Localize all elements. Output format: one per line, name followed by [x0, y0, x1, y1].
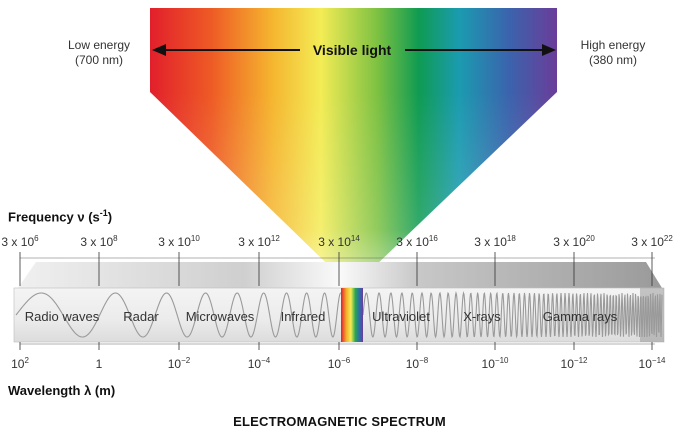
- frequency-word: Frequency: [8, 209, 74, 225]
- wavelength-tick-label: 10−4: [248, 356, 271, 371]
- wavelength-tick-label: 102: [11, 356, 29, 371]
- band-infrared: Infrared: [281, 309, 326, 324]
- frequency-tick-label: 3 x 1014: [318, 234, 360, 249]
- wavelength-tick-label: 10−10: [482, 356, 509, 371]
- frequency-close: ): [107, 209, 113, 225]
- low-energy-wavelength: (700 nm): [74, 53, 124, 67]
- wavelength-tick-label: 10−8: [406, 356, 429, 371]
- wavelength-tick-label: 10−6: [328, 356, 351, 371]
- high-energy-label: High energy (380 nm): [558, 38, 668, 68]
- frequency-ticks: 3 x 106 3 x 108 3 x 1010 3 x 1012 3 x 1014 3 …: [1, 234, 673, 286]
- band-ultraviolet: Ultraviolet: [372, 309, 430, 324]
- frequency-tick-label: 3 x 1012: [238, 234, 280, 249]
- wavelength-tick-label: 1: [96, 357, 103, 371]
- band-x-rays: X-rays: [463, 309, 501, 324]
- frequency-tick-label: 3 x 106: [1, 234, 39, 249]
- wave-layer: [15, 291, 663, 339]
- wavelength-tick-label: 10−14: [639, 356, 666, 371]
- visible-light-label: Visible light: [313, 42, 392, 58]
- funnel-fade: [150, 92, 557, 288]
- wavelength-title: Wavelength λ (m): [8, 383, 116, 398]
- wavelength-ticks: 102 1 10−2 10−4 10−6 10−8 10−10 10−12 10−14: [11, 342, 666, 371]
- wavelength-tick-label: 10−12: [561, 356, 588, 371]
- frequency-symbol: ν (s: [77, 209, 100, 225]
- band-microwaves: Microwaves: [186, 309, 255, 324]
- low-energy-label: Low energy (700 nm): [44, 38, 154, 68]
- frequency-tick-label: 3 x 1020: [553, 234, 595, 249]
- low-energy-title: Low energy: [67, 38, 131, 52]
- wave-high-frequency: [362, 291, 663, 339]
- band-radio-waves: Radio waves: [25, 309, 100, 324]
- high-energy-wavelength: (380 nm): [588, 53, 638, 67]
- band-labels: Radio waves Radar Microwaves Infrared Ul…: [25, 309, 618, 324]
- visible-arrow: [152, 44, 556, 56]
- visible-slit: [341, 288, 363, 342]
- frequency-tick-label: 3 x 1016: [396, 234, 438, 249]
- frequency-tick-label: 3 x 1018: [474, 234, 516, 249]
- frequency-unit-exponent: -1: [99, 208, 108, 218]
- spectrum-bar-top: [18, 262, 662, 288]
- wave-low-frequency: [15, 292, 342, 338]
- frequency-tick-label: 3 x 1010: [158, 234, 200, 249]
- frequency-tick-label: 3 x 108: [80, 234, 118, 249]
- frequency-tick-label: 3 x 1022: [631, 234, 673, 249]
- high-energy-title: High energy: [580, 38, 646, 52]
- band-gamma-rays: Gamma rays: [543, 309, 618, 324]
- band-radar: Radar: [123, 309, 159, 324]
- frequency-title: Frequency ν (s-1): [8, 208, 112, 224]
- wavelength-tick-label: 10−2: [168, 356, 191, 371]
- diagram-caption: ELECTROMAGNETIC SPECTRUM: [233, 414, 446, 429]
